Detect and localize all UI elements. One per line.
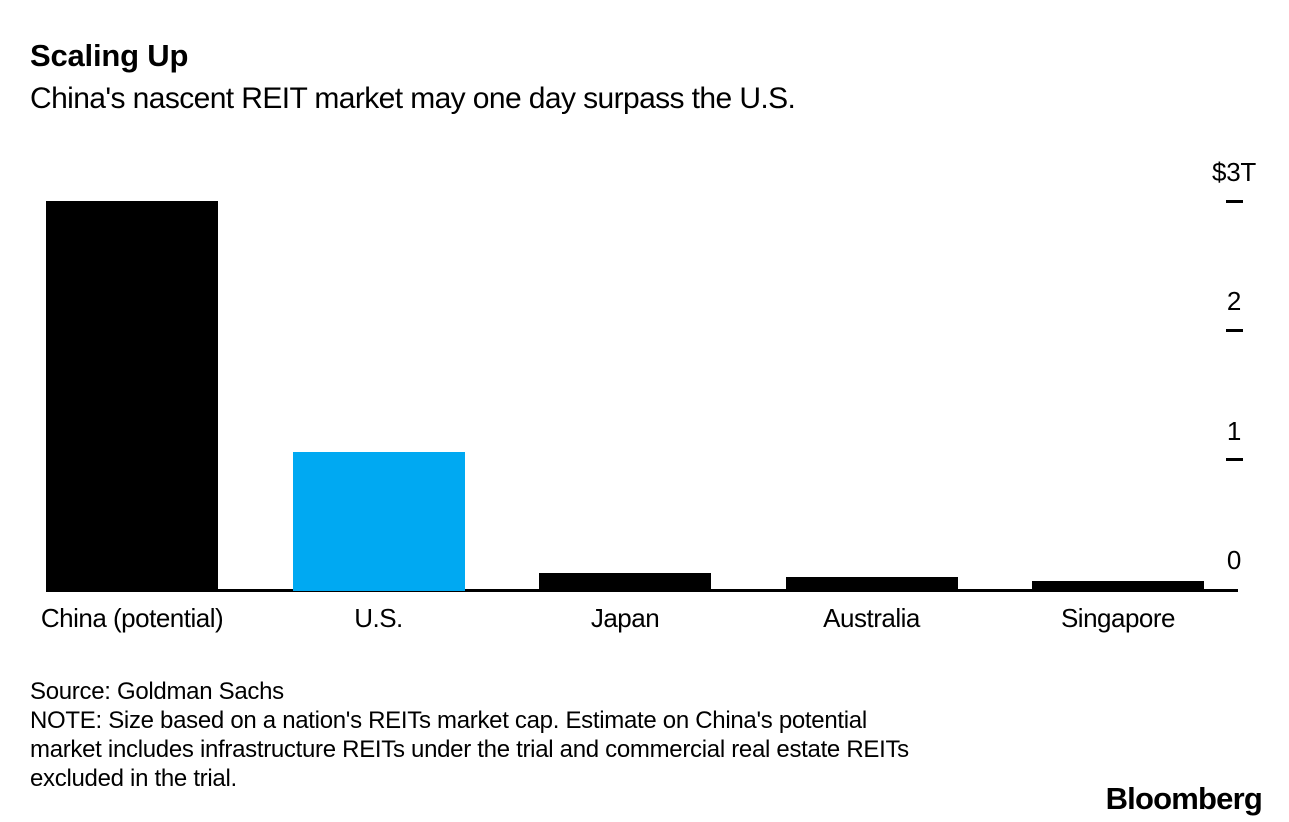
bar-china-potential bbox=[46, 201, 218, 591]
y-tick-label: $3T bbox=[1212, 157, 1256, 188]
y-tick-label: 1 bbox=[1226, 415, 1242, 446]
bar-japan bbox=[539, 573, 711, 591]
category-label: Singapore bbox=[1060, 603, 1176, 633]
bar-singapore bbox=[1032, 581, 1204, 591]
note-text: NOTE: Size based on a nation's REITs mar… bbox=[30, 706, 909, 793]
y-tick-dash bbox=[1225, 199, 1243, 203]
source-text: Source: Goldman Sachs bbox=[30, 678, 284, 705]
y-tick-dash bbox=[1225, 328, 1243, 332]
note-line: market includes infrastructure REITs und… bbox=[30, 736, 909, 763]
category-label: Australia bbox=[823, 603, 920, 633]
note-line: NOTE: Size based on a nation's REITs mar… bbox=[30, 707, 867, 734]
category-label: China (potential) bbox=[40, 603, 224, 633]
bar-australia bbox=[785, 577, 958, 591]
bar-u-s bbox=[292, 451, 465, 591]
category-label: U.S. bbox=[354, 603, 403, 633]
y-tick-label: 2 bbox=[1226, 286, 1242, 317]
y-tick-dash bbox=[1225, 458, 1243, 462]
note-line: excluded in the trial. bbox=[30, 765, 237, 792]
chart-subtitle: China's nascent REIT market may one day … bbox=[30, 82, 796, 115]
category-label: Japan bbox=[590, 603, 660, 633]
chart-title: Scaling Up bbox=[30, 38, 189, 73]
bloomberg-logo: Bloomberg bbox=[1105, 781, 1263, 816]
y-tick-label: 0 bbox=[1226, 545, 1242, 575]
